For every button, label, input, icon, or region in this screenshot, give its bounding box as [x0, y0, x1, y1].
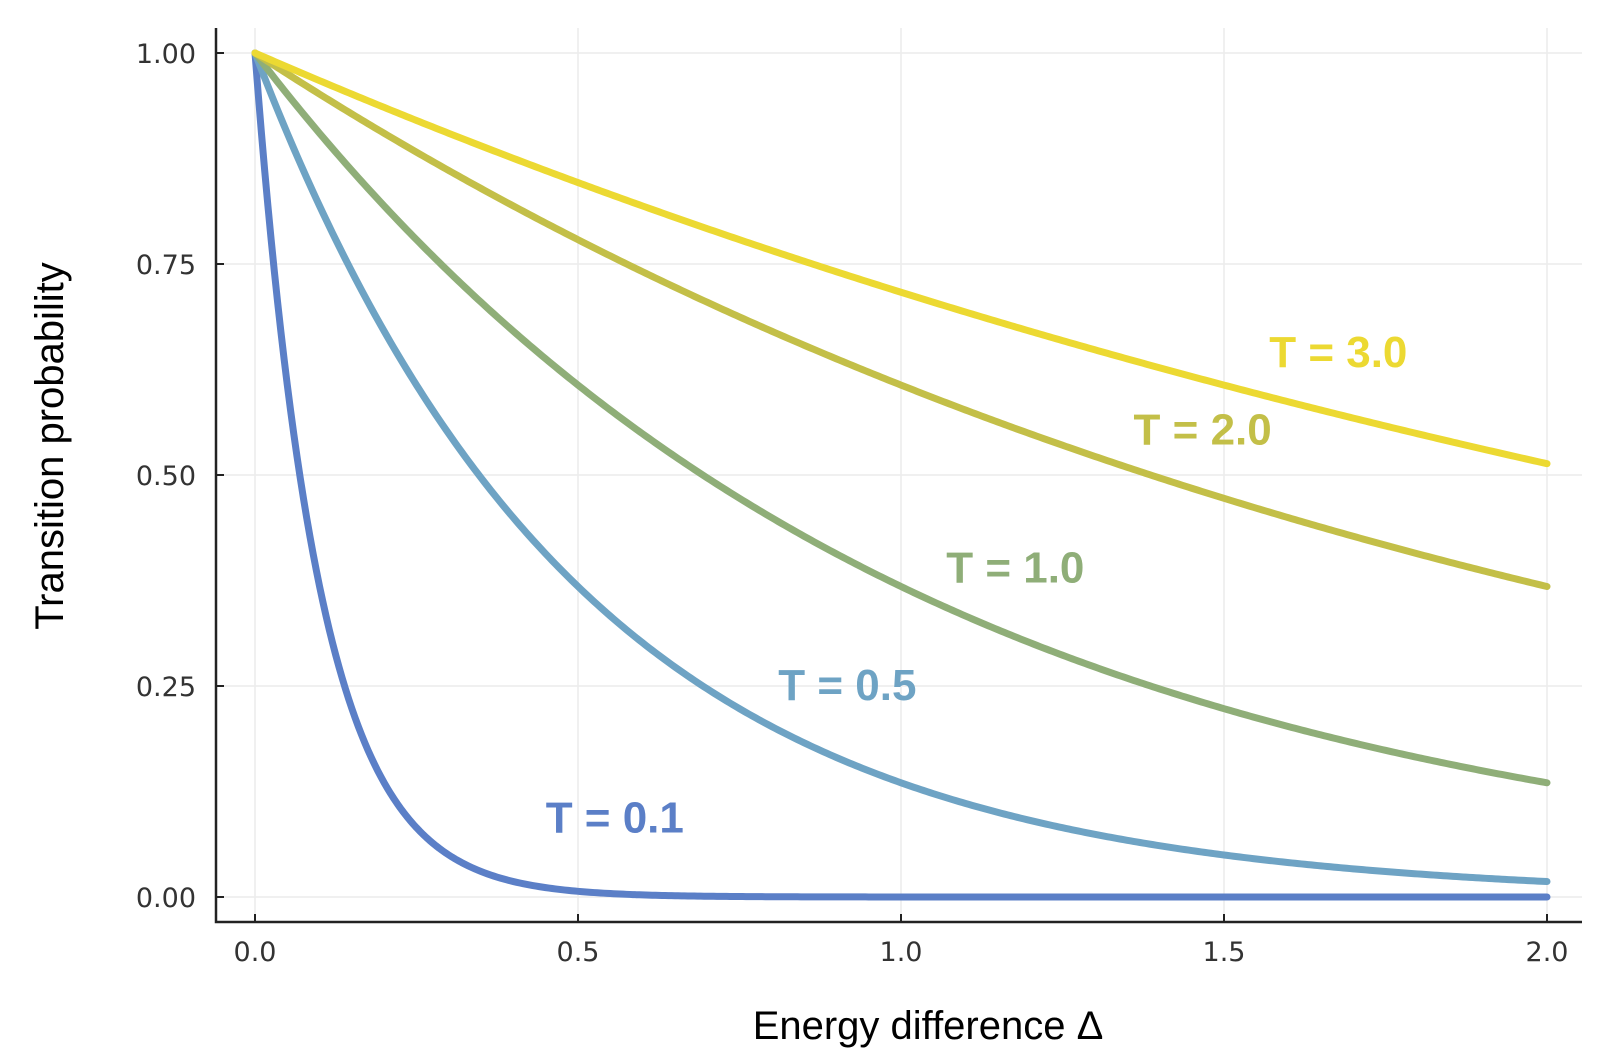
y-tick-label: 0.25 [136, 672, 196, 703]
grid [216, 28, 1582, 922]
x-tick-label: 1.0 [880, 937, 923, 968]
series-label-T-1: T = 1.0 [946, 544, 1084, 593]
y-tick-label: 0.00 [136, 883, 196, 914]
y-tick-label: 0.75 [136, 250, 196, 281]
series-label-T-3: T = 3.0 [1269, 328, 1407, 377]
series-line-T-0-5 [251, 49, 1551, 886]
x-tick-label: 1.5 [1203, 937, 1246, 968]
tick-labels: 0.0 0.5 1.0 1.5 2.0 0.00 0.25 0.50 0.75 1.00 [136, 39, 1569, 968]
y-tick-label: 0.50 [136, 461, 196, 492]
x-tick-label: 0.5 [557, 937, 600, 968]
x-tick-label: 2.0 [1526, 937, 1569, 968]
x-axis-title: Energy difference Δ [753, 1004, 1104, 1048]
axis-frame [214, 28, 1582, 924]
y-axis-title: Transition probability [28, 262, 72, 630]
series-label-T-2: T = 2.0 [1134, 405, 1272, 454]
series-line-T-1 [251, 49, 1551, 787]
series-label-T-0-1: T = 0.1 [546, 794, 684, 843]
series-lines [251, 49, 1551, 901]
axes [214, 28, 1582, 924]
series-line-T-2 [251, 49, 1551, 591]
curve-labels: T = 0.1 T = 0.5 T = 1.0 T = 2.0 T = 3.0 [546, 328, 1408, 843]
series-label-T-0-5: T = 0.5 [778, 661, 916, 710]
series-line-T-0-1 [251, 49, 1551, 901]
y-tick-label: 1.00 [136, 39, 196, 70]
series-line-T-3 [251, 49, 1551, 468]
x-tick-label: 0.0 [234, 937, 277, 968]
